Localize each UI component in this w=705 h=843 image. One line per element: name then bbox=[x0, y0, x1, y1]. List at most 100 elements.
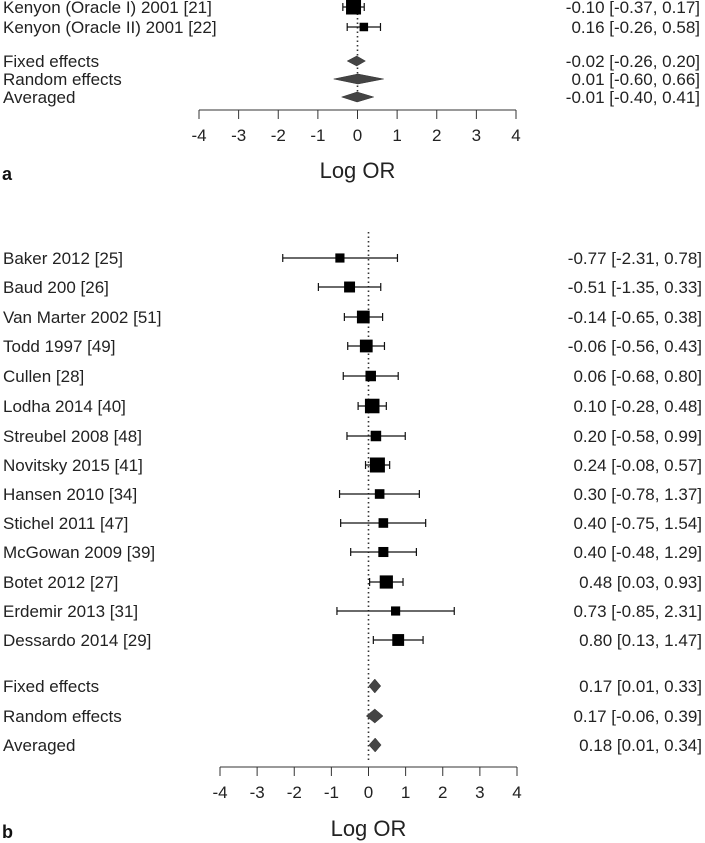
ci-value-text: 0.40 [-0.75, 1.54] bbox=[573, 514, 702, 533]
forest-panel-b: Baker 2012 [25] -0.77 [-2.31, 0.78] Baud 2… bbox=[2, 232, 702, 842]
point-estimate-square bbox=[359, 339, 373, 353]
x-tick-label: -2 bbox=[271, 126, 286, 145]
study-label: Cullen [28] bbox=[3, 367, 84, 386]
x-tick-label: -4 bbox=[212, 783, 227, 802]
summary-diamond bbox=[368, 678, 382, 694]
ci-value-text: 0.01 [-0.60, 0.66] bbox=[571, 70, 700, 89]
x-tick-label: 4 bbox=[512, 783, 521, 802]
study-row: Streubel 2008 [48] 0.20 [-0.58, 0.99] bbox=[3, 427, 702, 446]
ci-value-text: -0.14 [-0.65, 0.38] bbox=[568, 308, 702, 327]
x-tick-label: 2 bbox=[432, 126, 441, 145]
study-row: Botet 2012 [27] 0.48 [0.03, 0.93] bbox=[3, 573, 702, 592]
ci-value-text: 0.30 [-0.78, 1.37] bbox=[573, 485, 702, 504]
study-label: Stichel 2011 [47] bbox=[3, 514, 128, 533]
point-estimate-square bbox=[359, 22, 369, 32]
ci-value-text: -0.06 [-0.56, 0.43] bbox=[568, 337, 702, 356]
ci-value-text: 0.16 [-0.26, 0.58] bbox=[571, 18, 700, 37]
ci-value-text: -0.51 [-1.35, 0.33] bbox=[568, 278, 702, 297]
study-label: Kenyon (Oracle I) 2001 [21] bbox=[3, 0, 212, 17]
panel-letter: a bbox=[2, 164, 13, 184]
summary-label: Averaged bbox=[3, 88, 75, 107]
ci-value-text: 0.17 [0.01, 0.33] bbox=[579, 677, 702, 696]
x-tick-label: -4 bbox=[191, 126, 206, 145]
study-label: Streubel 2008 [48] bbox=[3, 427, 142, 446]
x-tick-label: -3 bbox=[231, 126, 246, 145]
study-label: Kenyon (Oracle II) 2001 [22] bbox=[3, 18, 217, 37]
study-label: Hansen 2010 [34] bbox=[3, 485, 137, 504]
point-estimate-square bbox=[370, 430, 382, 442]
study-row: Kenyon (Oracle II) 2001 [22] 0.16 [-0.26,… bbox=[3, 18, 700, 37]
ci-value-text: 0.20 [-0.58, 0.99] bbox=[573, 427, 702, 446]
summary-diamond bbox=[368, 737, 382, 753]
study-label: Baker 2012 [25] bbox=[3, 249, 123, 268]
x-tick-label: 1 bbox=[401, 783, 410, 802]
x-tick-label: 0 bbox=[364, 783, 373, 802]
summary-label: Random effects bbox=[3, 70, 122, 89]
ci-value-text: -0.01 [-0.40, 0.41] bbox=[566, 88, 700, 107]
study-label: Baud 200 [26] bbox=[3, 278, 109, 297]
ci-value-text: 0.73 [-0.85, 2.31] bbox=[573, 602, 702, 621]
study-row: Lodha 2014 [40] 0.10 [-0.28, 0.48] bbox=[3, 397, 702, 416]
point-estimate-square bbox=[346, 0, 362, 15]
point-estimate-square bbox=[392, 634, 405, 646]
summary-label: Fixed effects bbox=[3, 677, 99, 696]
point-estimate-square bbox=[364, 398, 380, 414]
summary-label: Averaged bbox=[3, 736, 75, 755]
summary-row: Fixed effects -0.02 [-0.26, 0.20] bbox=[3, 52, 700, 71]
point-estimate-square bbox=[374, 489, 385, 499]
ci-value-text: 0.48 [0.03, 0.93] bbox=[579, 573, 702, 592]
ci-value-text: 0.17 [-0.06, 0.39] bbox=[573, 707, 702, 726]
study-row: Baud 200 [26] -0.51 [-1.35, 0.33] bbox=[3, 278, 702, 297]
ci-value-text: -0.77 [-2.31, 0.78] bbox=[568, 249, 702, 268]
study-label: Erdemir 2013 [31] bbox=[3, 602, 138, 621]
summary-diamond bbox=[333, 73, 384, 85]
x-axis-title: Log OR bbox=[331, 816, 407, 841]
study-row: Stichel 2011 [47] 0.40 [-0.75, 1.54] bbox=[3, 514, 702, 533]
x-tick-label: 3 bbox=[475, 783, 484, 802]
study-label: McGowan 2009 [39] bbox=[3, 543, 155, 562]
summary-diamond bbox=[340, 91, 375, 103]
study-row: Novitsky 2015 [41] 0.24 [-0.08, 0.57] bbox=[3, 456, 702, 475]
summary-diamond bbox=[365, 708, 384, 724]
point-estimate-square bbox=[369, 457, 385, 473]
study-label: Dessardo 2014 [29] bbox=[3, 631, 151, 650]
point-estimate-square bbox=[391, 606, 401, 616]
study-row: McGowan 2009 [39] 0.40 [-0.48, 1.29] bbox=[3, 543, 702, 562]
x-tick-label: -3 bbox=[250, 783, 265, 802]
ci-value-text: -0.02 [-0.26, 0.20] bbox=[566, 52, 700, 71]
summary-row: Random effects 0.17 [-0.06, 0.39] bbox=[3, 707, 702, 726]
x-axis-title: Log OR bbox=[320, 158, 396, 183]
x-tick-label: 2 bbox=[438, 783, 447, 802]
study-row: Todd 1997 [49] -0.06 [-0.56, 0.43] bbox=[3, 337, 702, 356]
point-estimate-square bbox=[378, 518, 389, 528]
study-label: Lodha 2014 [40] bbox=[3, 397, 126, 416]
x-tick-label: -2 bbox=[287, 783, 302, 802]
study-row: Hansen 2010 [34] 0.30 [-0.78, 1.37] bbox=[3, 485, 702, 504]
point-estimate-square bbox=[344, 281, 356, 293]
x-tick-label: 0 bbox=[353, 126, 362, 145]
study-row: Kenyon (Oracle I) 2001 [21] -0.10 [-0.37,… bbox=[3, 0, 700, 17]
study-label: Botet 2012 [27] bbox=[3, 573, 118, 592]
ci-value-text: -0.10 [-0.37, 0.17] bbox=[566, 0, 700, 17]
summary-row: Averaged 0.18 [0.01, 0.34] bbox=[3, 736, 702, 755]
ci-value-text: 0.10 [-0.28, 0.48] bbox=[573, 397, 702, 416]
x-tick-label: 3 bbox=[472, 126, 481, 145]
point-estimate-square bbox=[378, 546, 389, 558]
study-label: Novitsky 2015 [41] bbox=[3, 456, 143, 475]
summary-label: Fixed effects bbox=[3, 52, 99, 71]
study-label: Todd 1997 [49] bbox=[3, 337, 115, 356]
summary-row: Fixed effects 0.17 [0.01, 0.33] bbox=[3, 677, 702, 696]
ci-value-text: 0.80 [0.13, 1.47] bbox=[579, 631, 702, 650]
point-estimate-square bbox=[356, 310, 370, 324]
summary-row: Random effects 0.01 [-0.60, 0.66] bbox=[3, 70, 700, 89]
study-row: Cullen [28] 0.06 [-0.68, 0.80] bbox=[3, 367, 702, 386]
study-row: Van Marter 2002 [51] -0.14 [-0.65, 0.38] bbox=[3, 308, 702, 327]
x-tick-label: 4 bbox=[511, 126, 520, 145]
ci-value-text: 0.06 [-0.68, 0.80] bbox=[573, 367, 702, 386]
summary-diamond bbox=[346, 55, 366, 67]
forest-panel-a: Kenyon (Oracle I) 2001 [21] -0.10 [-0.37,… bbox=[2, 0, 700, 184]
ci-value-text: 0.40 [-0.48, 1.29] bbox=[573, 543, 702, 562]
summary-row: Averaged -0.01 [-0.40, 0.41] bbox=[3, 88, 700, 107]
point-estimate-square bbox=[379, 575, 393, 589]
